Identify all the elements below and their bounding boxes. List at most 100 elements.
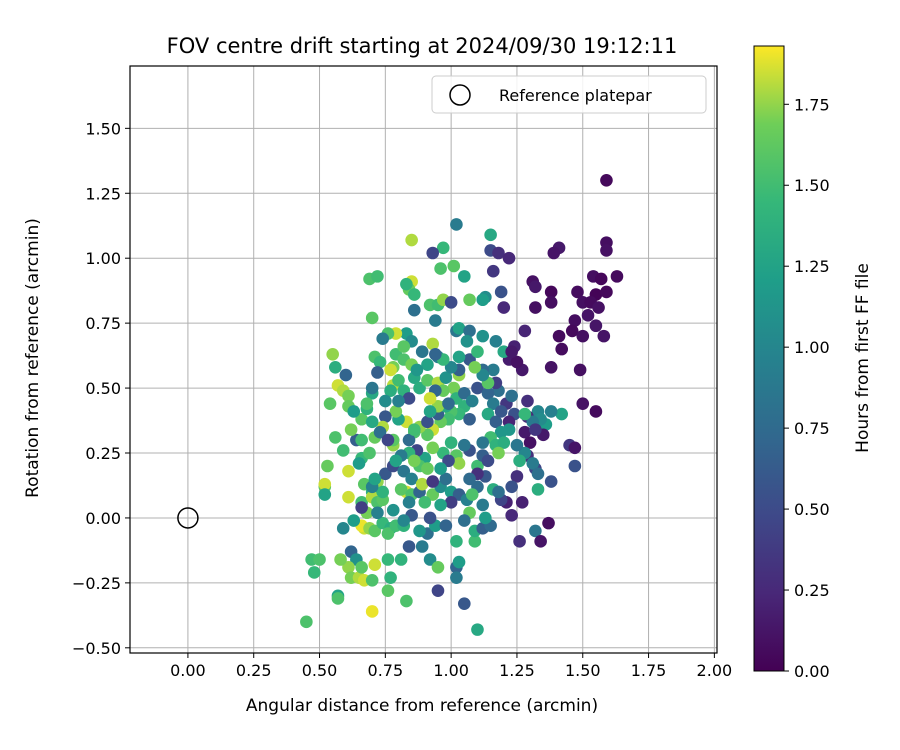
data-point — [486, 264, 500, 278]
data-point — [513, 535, 526, 548]
data-point — [365, 311, 379, 325]
data-point — [458, 270, 471, 283]
data-point — [544, 405, 558, 418]
data-point — [421, 415, 434, 429]
y-tick-label: 1.50 — [85, 119, 121, 138]
data-point — [392, 394, 405, 408]
grid-lines — [130, 66, 717, 653]
data-point — [400, 594, 413, 608]
data-point — [344, 423, 358, 436]
data-point — [329, 431, 342, 444]
data-point — [492, 485, 505, 499]
data-point — [468, 535, 482, 548]
x-tick-label: 1.00 — [433, 661, 469, 680]
data-point — [394, 483, 408, 496]
legend-label: Reference platepar — [499, 86, 652, 105]
data-point — [600, 244, 613, 257]
x-tick-label: 1.50 — [565, 661, 601, 680]
data-point — [363, 446, 376, 460]
data-point — [379, 410, 392, 423]
data-point — [426, 475, 440, 488]
data-point — [476, 293, 490, 307]
legend-box — [431, 75, 707, 114]
data-point — [589, 405, 603, 418]
data-point — [510, 470, 524, 483]
y-tick-label: 0.75 — [85, 314, 121, 333]
data-point — [368, 524, 382, 538]
data-point — [423, 392, 437, 405]
data-point — [373, 425, 387, 439]
data-point — [542, 516, 555, 530]
data-point — [402, 540, 416, 553]
data-point — [326, 348, 339, 361]
data-point — [492, 446, 505, 460]
colorbar-tick-label: 1.00 — [794, 338, 830, 357]
data-point — [521, 394, 534, 408]
data-point — [571, 285, 584, 299]
data-point — [421, 462, 434, 475]
data-point — [576, 397, 590, 410]
data-point — [407, 303, 421, 317]
data-point — [407, 454, 421, 468]
data-point — [389, 405, 403, 418]
data-point — [458, 386, 471, 400]
data-point — [468, 360, 482, 374]
data-point — [415, 345, 429, 359]
data-point — [531, 483, 545, 496]
data-point — [376, 485, 389, 499]
x-tick-label: 2.00 — [697, 661, 733, 680]
data-point — [423, 553, 437, 566]
data-point — [458, 438, 471, 452]
data-point — [368, 558, 382, 571]
data-point — [505, 389, 518, 403]
data-point — [486, 363, 500, 377]
data-point — [518, 324, 532, 338]
data-point — [555, 407, 568, 421]
data-point — [489, 335, 503, 348]
data-point — [381, 527, 395, 540]
data-point — [444, 360, 458, 374]
data-point — [368, 472, 382, 486]
data-point — [581, 309, 595, 322]
colorbar-tick-label: 0.25 — [794, 581, 830, 600]
data-point — [476, 329, 490, 343]
data-point — [415, 477, 429, 491]
data-point — [386, 503, 400, 517]
data-point — [481, 386, 495, 400]
data-point — [600, 173, 613, 187]
data-point — [334, 553, 347, 566]
data-point — [452, 350, 466, 364]
x-tick-label: 1.25 — [499, 661, 535, 680]
y-tick-label: 1.25 — [85, 184, 121, 203]
data-point — [465, 488, 479, 501]
data-point — [479, 511, 492, 525]
data-point — [463, 293, 476, 307]
data-point — [347, 514, 361, 527]
data-point — [426, 246, 440, 260]
data-point — [589, 319, 603, 333]
data-point — [336, 444, 350, 457]
reference-marker — [177, 507, 199, 529]
data-point — [429, 314, 442, 327]
data-point — [405, 233, 418, 247]
data-point — [421, 358, 434, 371]
colorbar-tick-label: 1.75 — [794, 95, 830, 114]
y-tick-label: 0.25 — [85, 444, 121, 463]
data-point — [434, 498, 447, 512]
data-point — [413, 381, 426, 395]
data-point — [423, 511, 437, 525]
y-axis-ticks: −0.50 −0.25 0.00 0.25 0.50 0.75 1.00 1.25 1.50 — [72, 119, 130, 658]
data-point — [494, 285, 508, 299]
x-tick-label: 0.75 — [368, 661, 404, 680]
data-point — [465, 394, 479, 408]
y-axis-label: Rotation from reference (arcmin) — [23, 218, 43, 498]
data-point — [452, 555, 466, 569]
y-tick-label: −0.25 — [72, 574, 121, 593]
data-point — [544, 296, 558, 309]
data-point — [444, 496, 458, 509]
data-point — [381, 584, 395, 597]
x-axis-label: Angular distance from reference (arcmin) — [246, 696, 598, 716]
data-point — [329, 360, 342, 374]
data-point — [492, 246, 505, 260]
data-point — [313, 553, 326, 566]
